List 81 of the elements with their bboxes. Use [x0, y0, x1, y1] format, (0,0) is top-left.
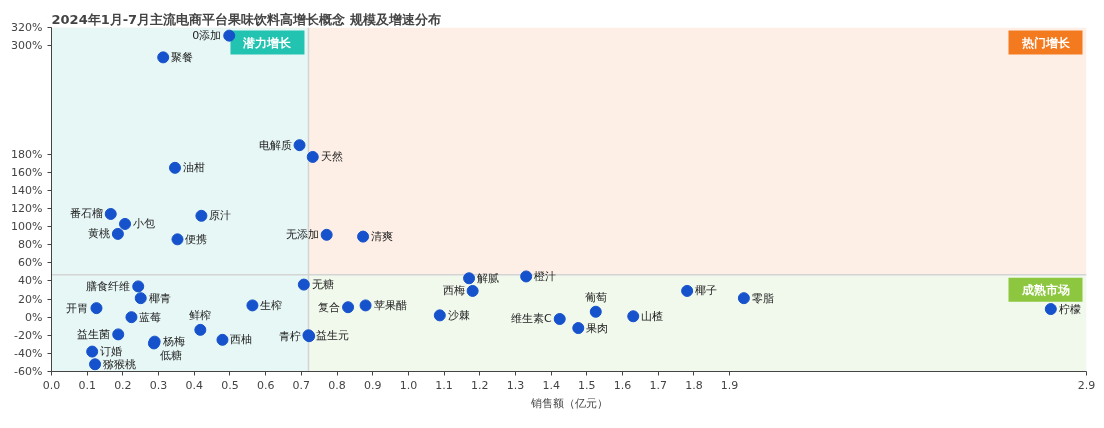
- x-tick-label: 1.2: [471, 378, 489, 392]
- y-tick-label: 160%: [11, 165, 43, 179]
- y-tick-label: 120%: [11, 202, 43, 216]
- y-tick-label: -20%: [14, 328, 43, 342]
- y-tick-label: 140%: [11, 183, 43, 197]
- annotation: 成熟市场: [1020, 282, 1070, 297]
- annotation: 订婚: [100, 345, 123, 359]
- annotation: 益生菌: [77, 327, 111, 341]
- annotation: 橙汁: [534, 269, 557, 283]
- annotation: 维生素C: [511, 312, 553, 326]
- x-tick-label: 0.9: [363, 378, 382, 392]
- chart-title: 2024年1月-7月主流电商平台果味饮料高增长概念 规模及增速分布: [51, 11, 441, 27]
- annotation: 原汁: [209, 209, 232, 223]
- x-tick-label: 2.9: [1077, 378, 1096, 392]
- annotation: 聚餐: [171, 50, 194, 64]
- x-tick-label: 1.3: [506, 378, 525, 392]
- x-axis-title: 销售额（亿元）: [529, 396, 608, 410]
- annotation: 天然: [320, 150, 343, 164]
- annotation: 无糖: [311, 278, 334, 292]
- annotation: 清爽: [371, 230, 394, 244]
- y-tick-label: 300%: [11, 39, 43, 53]
- y-tick-label: -40%: [14, 346, 43, 360]
- y-tick-label: 320%: [11, 21, 43, 34]
- x-tick-label: 0.5: [221, 378, 239, 392]
- x-tick-label: 0.3: [149, 378, 168, 392]
- x-tick-label: 1.7: [649, 378, 667, 392]
- x-tick-label: 0.6: [256, 378, 275, 392]
- x-tick-label: 1.8: [685, 378, 703, 392]
- x-tick-label: 0.0: [42, 378, 61, 392]
- x-tick-label: 1.5: [578, 378, 596, 392]
- annotation: 小包: [133, 217, 156, 231]
- annotation: 潜力增长: [242, 35, 293, 50]
- annotation: 复合: [318, 300, 341, 314]
- annotation: 猕猴桃: [103, 357, 137, 371]
- annotation: 低糖: [159, 349, 182, 363]
- annotation: 零脂: [751, 291, 774, 305]
- x-tick-label: 0.1: [78, 378, 96, 392]
- x-tick-label: 1.4: [542, 378, 560, 392]
- annotation: 便携: [185, 232, 208, 246]
- annotation: 无添加: [285, 228, 319, 242]
- y-tick-label: 40%: [18, 274, 43, 288]
- annotation: 椰青: [148, 291, 171, 305]
- annotation: 生榨: [260, 298, 283, 312]
- annotation: 益生元: [316, 328, 350, 342]
- x-tick-label: 0.2: [114, 378, 132, 392]
- annotation: 青柠: [279, 329, 302, 343]
- annotation: 膳食纤维: [86, 279, 131, 293]
- annotation: 0添加: [192, 29, 222, 43]
- annotation: 黄桃: [87, 227, 110, 241]
- y-tick-label: 80%: [18, 238, 43, 252]
- annotation: 热门增长: [1020, 35, 1071, 50]
- x-tick-label: 1.1: [435, 378, 453, 392]
- annotation: 椰子: [695, 284, 718, 298]
- y-tick-label: 0%: [25, 310, 43, 324]
- x-tick-label: 0.7: [292, 378, 311, 392]
- annotation: 苹果醋: [373, 298, 407, 312]
- annotation: 电解质: [258, 138, 292, 152]
- annotation: 番石榴: [69, 207, 103, 221]
- x-tick-label: 1.6: [613, 378, 632, 392]
- x-tick-label: 1.9: [720, 378, 739, 392]
- annotation: 山楂: [641, 309, 664, 323]
- annotation: 沙棘: [447, 308, 470, 322]
- annotation: 鲜榨: [189, 308, 212, 322]
- annotation: 蓝莓: [139, 310, 162, 324]
- annotation: 果肉: [586, 321, 609, 335]
- annotation: 西柚: [230, 333, 253, 347]
- annotation: 葡萄: [584, 290, 607, 304]
- y-tick-label: 20%: [18, 292, 43, 306]
- annotation: 解腻: [477, 271, 500, 285]
- x-tick-label: 0.8: [328, 378, 346, 392]
- annotation: 杨梅: [161, 335, 185, 349]
- x-tick-label: 1.0: [399, 378, 418, 392]
- y-tick-label: -60%: [14, 365, 43, 378]
- annotation: 西梅: [442, 284, 465, 298]
- annotation: 柠檬: [1058, 302, 1081, 316]
- y-tick-label: 60%: [18, 256, 43, 270]
- annotation: 开胃: [66, 301, 89, 315]
- y-tick-label: 100%: [11, 220, 43, 234]
- annotation: 油柑: [182, 161, 205, 175]
- y-tick-label: 180%: [11, 147, 43, 161]
- x-tick-label: 0.4: [185, 378, 204, 392]
